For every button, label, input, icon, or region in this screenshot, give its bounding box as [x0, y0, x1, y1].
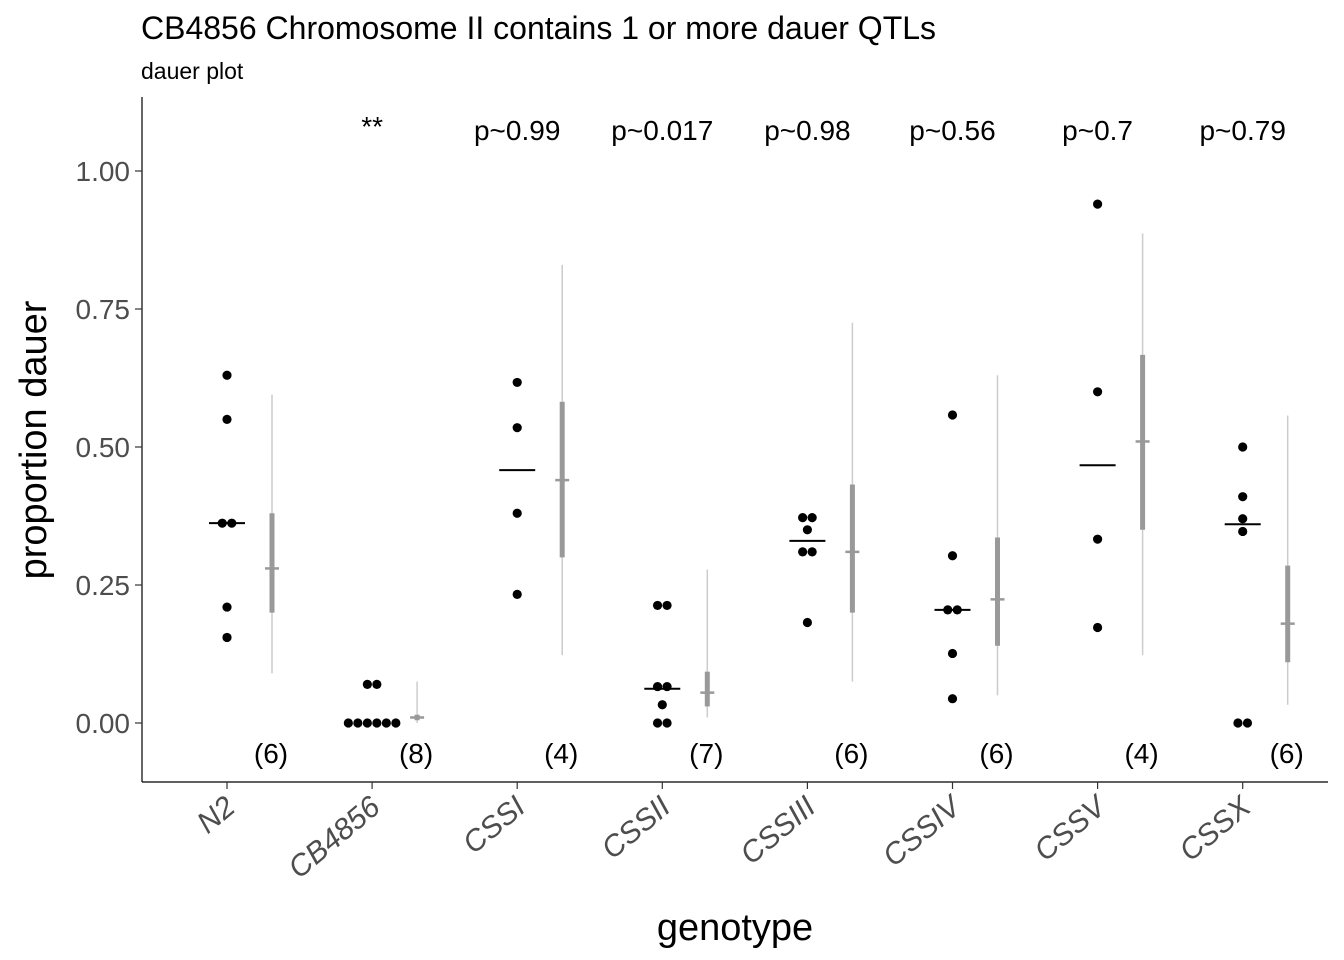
data-point [662, 600, 672, 611]
x-tick-label: CSSIII [734, 790, 822, 871]
x-tick-label: CSSII [596, 790, 677, 866]
data-point [353, 718, 363, 728]
y-tick-label: 0.50 [76, 432, 131, 463]
significance-label: p~0.017 [611, 115, 713, 146]
data-point [652, 718, 663, 728]
data-point [1238, 442, 1248, 452]
n-label: (6) [979, 738, 1013, 769]
data-point [362, 679, 372, 689]
chart-subtitle: dauer plot [141, 58, 244, 84]
data-point [652, 681, 663, 692]
significance-label: ** [361, 111, 383, 142]
y-axis-label: proportion dauer [13, 300, 55, 579]
y-tick-label: 0.75 [76, 294, 131, 325]
n-label: (6) [834, 738, 868, 769]
x-tick-label: CSSIV [877, 788, 969, 873]
data-point [943, 605, 953, 615]
data-point [512, 508, 522, 518]
data-point [798, 547, 808, 557]
data-point [1093, 534, 1103, 544]
data-point [947, 551, 958, 561]
x-axis-label: genotype [657, 907, 813, 949]
data-point [222, 602, 232, 612]
data-point [512, 377, 522, 388]
data-point [952, 605, 962, 615]
data-point [807, 513, 817, 523]
data-point [1238, 514, 1248, 524]
y-tick-label: 1.00 [76, 156, 131, 187]
significance-label: p~0.99 [474, 115, 560, 146]
data-point [381, 718, 391, 728]
data-point [343, 718, 353, 728]
data-point [372, 679, 382, 689]
data-point [662, 681, 672, 692]
plot-area: 0.00 0.25 0.50 0.75 1.00 N2 CB4856 CSSI CSSII CSS… [76, 97, 1328, 885]
data-point [1093, 387, 1103, 397]
data-point [227, 518, 237, 528]
data-point [1093, 622, 1103, 633]
data-point [802, 525, 813, 535]
x-tick-label: CSSV [1028, 788, 1114, 868]
data-point [1242, 718, 1253, 728]
x-tick-label: CSSI [457, 790, 532, 860]
significance-label: p~0.79 [1199, 115, 1285, 146]
n-label: (7) [689, 738, 723, 769]
data-point [1238, 492, 1248, 502]
n-label: (4) [544, 738, 578, 769]
n-label: (8) [399, 738, 433, 769]
x-tick-label: N2 [191, 790, 242, 840]
data-point [512, 589, 522, 599]
data-point [662, 718, 672, 728]
data-point [947, 648, 958, 659]
data-point [1093, 199, 1103, 209]
y-tick-label: 0.25 [76, 570, 131, 601]
n-label: (6) [254, 738, 288, 769]
chart-title: CB4856 Chromosome II contains 1 or more … [141, 10, 936, 46]
x-tick-label: CSSX [1173, 789, 1258, 867]
data-point [512, 423, 522, 433]
data-point [947, 410, 958, 420]
x-tick-label: CB4856 [282, 790, 387, 885]
data-point [802, 617, 813, 628]
data-point [372, 718, 382, 728]
data-point [391, 718, 401, 728]
y-tick-label: 0.00 [76, 708, 131, 739]
data-point [657, 700, 667, 710]
data-point [807, 547, 817, 557]
data-point [362, 718, 372, 728]
data-point [798, 513, 808, 523]
n-label: (4) [1124, 738, 1158, 769]
n-label: (6) [1270, 738, 1304, 769]
data-point [652, 600, 663, 611]
significance-label: p~0.7 [1062, 115, 1133, 146]
significance-label: p~0.56 [909, 115, 995, 146]
data-point [222, 632, 232, 643]
data-point [1238, 526, 1248, 537]
data-point [947, 694, 958, 704]
significance-label: p~0.98 [764, 115, 850, 146]
data-point [1233, 718, 1243, 728]
data-point [222, 370, 232, 380]
data-point [217, 518, 227, 528]
data-point [222, 414, 232, 424]
